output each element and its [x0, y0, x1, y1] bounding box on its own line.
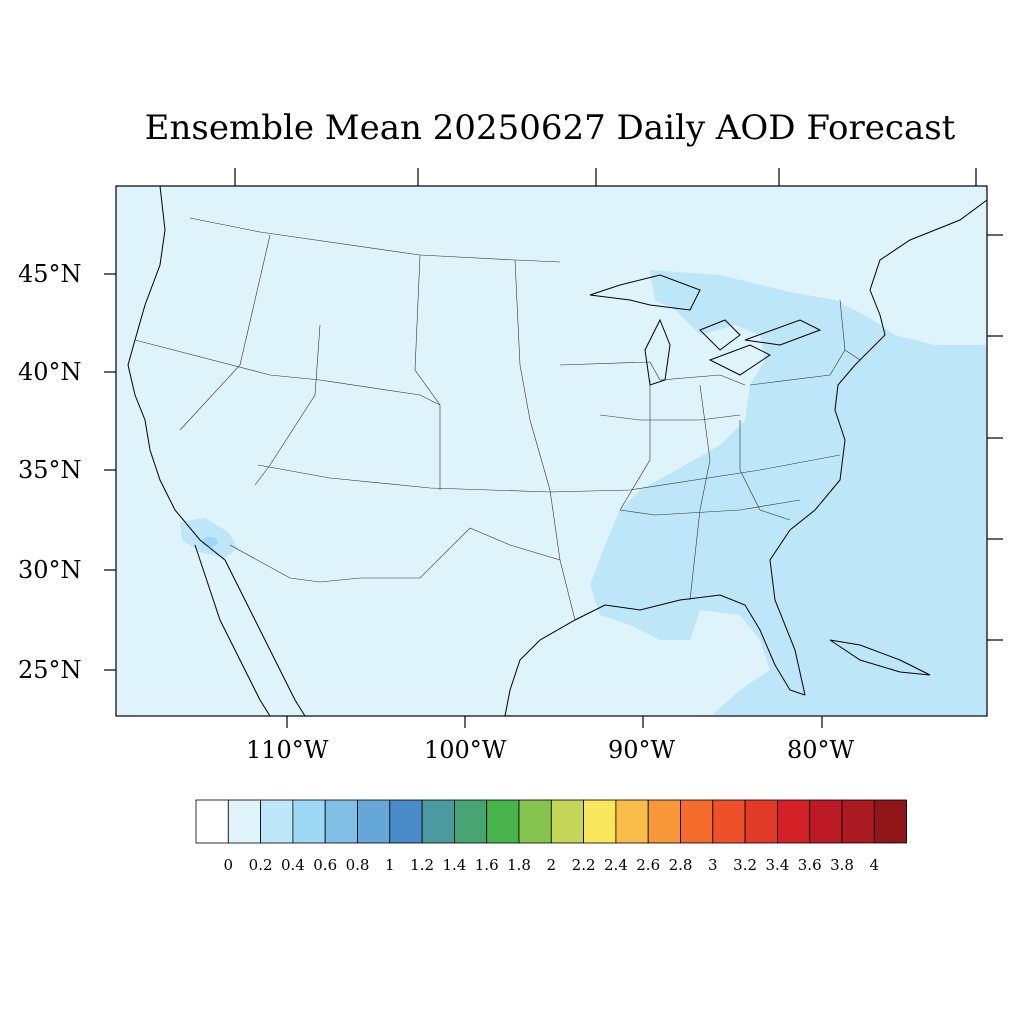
colorbar [195, 799, 907, 844]
longitude-label-80w: 80°W [787, 736, 855, 764]
colorbar-tick-label: 1.2 [410, 856, 435, 874]
axis-ticks [104, 168, 1003, 728]
colorbar-tick-label: 0.8 [345, 856, 370, 874]
colorbar-bin [583, 799, 617, 844]
colorbar-bin [550, 799, 584, 844]
state-borders [134, 217, 861, 621]
colorbar-bin [744, 799, 778, 844]
colorbar-tick-label: 2.8 [668, 856, 693, 874]
longitude-label-100w: 100°W [424, 736, 507, 764]
coastline-and-borders [127, 185, 988, 717]
colorbar-tick-label: 0.6 [313, 856, 338, 874]
colorbar-bin [680, 799, 714, 844]
colorbar-bin [389, 799, 423, 844]
colorbar-tick-label: 0.2 [248, 856, 273, 874]
colorbar-tick-label: 3.4 [765, 856, 790, 874]
colorbar-tick-label: 3.2 [733, 856, 758, 874]
colorbar-bin [260, 799, 294, 844]
colorbar-bin [421, 799, 455, 844]
colorbar-bin [841, 799, 875, 844]
colorbar-bin [712, 799, 746, 844]
colorbar-bin [873, 799, 907, 844]
longitude-label-90w: 90°W [608, 736, 676, 764]
colorbar-tick-label: 0.4 [280, 856, 305, 874]
colorbar-tick-label: 1.6 [474, 856, 499, 874]
colorbar-bin [777, 799, 811, 844]
colorbar-bin [324, 799, 358, 844]
colorbar-bin [486, 799, 520, 844]
colorbar-bin [809, 799, 843, 844]
colorbar-bin [292, 799, 326, 844]
colorbar-tick-label: 3.8 [830, 856, 854, 874]
colorbar-tick-label: 2.4 [603, 856, 628, 874]
colorbar-tick-label: 3 [708, 856, 718, 874]
map-border [115, 185, 988, 717]
colorbar-bin [195, 799, 229, 844]
colorbar-tick-label: 4 [869, 856, 880, 874]
colorbar-bin [615, 799, 649, 844]
colorbar-tick-label: 1.8 [507, 856, 531, 874]
colorbar-bin [227, 799, 262, 844]
colorbar-bin [357, 799, 391, 844]
colorbar-tick-label: 1 [385, 856, 395, 874]
colorbar-tick-label: 2.6 [636, 856, 661, 874]
colorbar-bin [518, 799, 552, 844]
latitude-label-35n: 35°N [18, 456, 82, 484]
aod-local-maximum [202, 537, 218, 547]
latitude-label-45n: 45°N [18, 260, 82, 288]
latitude-label-30n: 30°N [18, 556, 82, 584]
colorbar-bin [453, 799, 488, 844]
longitude-label-110w: 110°W [246, 736, 329, 764]
colorbar-tick-label: 3.6 [797, 856, 822, 874]
colorbar-tick-label: 2 [546, 856, 557, 874]
latitude-label-40n: 40°N [18, 358, 82, 386]
latitude-label-25n: 25°N [18, 656, 82, 684]
aod-elevated-field [180, 270, 987, 715]
map-title: Ensemble Mean 20250627 Daily AOD Forecas… [144, 108, 956, 148]
colorbar-tick-label: 2.2 [571, 856, 596, 874]
colorbar-tick-label: 1.4 [442, 856, 467, 874]
colorbar-bin [647, 799, 681, 844]
colorbar-tick-label: 0 [223, 856, 234, 874]
